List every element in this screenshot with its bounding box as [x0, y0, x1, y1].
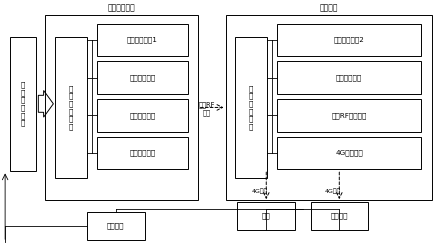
- FancyBboxPatch shape: [278, 99, 421, 132]
- FancyBboxPatch shape: [310, 202, 368, 230]
- FancyBboxPatch shape: [97, 137, 188, 169]
- Text: 跌
落
式
熔
断
器: 跌 落 式 熔 断 器: [20, 81, 25, 126]
- Text: 无线通信模块: 无线通信模块: [130, 150, 156, 156]
- Text: 供电储能模块2: 供电储能模块2: [334, 37, 365, 43]
- Text: 微
机
控
制
模
块: 微 机 控 制 模 块: [68, 85, 73, 130]
- Text: 控
制
处
理
模
块: 控 制 处 理 模 块: [249, 85, 254, 130]
- FancyBboxPatch shape: [97, 61, 188, 94]
- Text: 运维人员: 运维人员: [107, 223, 124, 229]
- Text: 移动终端: 移动终端: [330, 213, 348, 219]
- FancyBboxPatch shape: [278, 137, 421, 169]
- Polygon shape: [38, 91, 53, 117]
- Text: 温度监测模块: 温度监测模块: [130, 112, 156, 119]
- FancyBboxPatch shape: [97, 99, 188, 132]
- FancyBboxPatch shape: [97, 24, 188, 57]
- FancyBboxPatch shape: [278, 24, 421, 57]
- Text: 4G通信: 4G通信: [325, 188, 341, 194]
- FancyBboxPatch shape: [55, 37, 87, 178]
- Text: 4G通信: 4G通信: [251, 188, 268, 194]
- FancyBboxPatch shape: [278, 61, 421, 94]
- FancyBboxPatch shape: [10, 37, 36, 171]
- Text: 主站: 主站: [262, 213, 271, 219]
- Text: 供电储能模块1: 供电储能模块1: [127, 37, 158, 43]
- Text: 状态采集单元: 状态采集单元: [107, 3, 135, 12]
- Text: 汇集单元: 汇集单元: [320, 3, 339, 12]
- FancyBboxPatch shape: [238, 202, 295, 230]
- Text: 倾角监测模块: 倾角监测模块: [130, 74, 156, 81]
- Text: 4G通信模块: 4G通信模块: [335, 150, 363, 156]
- FancyBboxPatch shape: [235, 37, 267, 178]
- Text: 无线RF收发模块: 无线RF收发模块: [332, 112, 367, 119]
- Text: 无线RF
通信: 无线RF 通信: [198, 102, 215, 116]
- FancyBboxPatch shape: [87, 212, 145, 240]
- Text: 数据存储模块: 数据存储模块: [336, 74, 362, 81]
